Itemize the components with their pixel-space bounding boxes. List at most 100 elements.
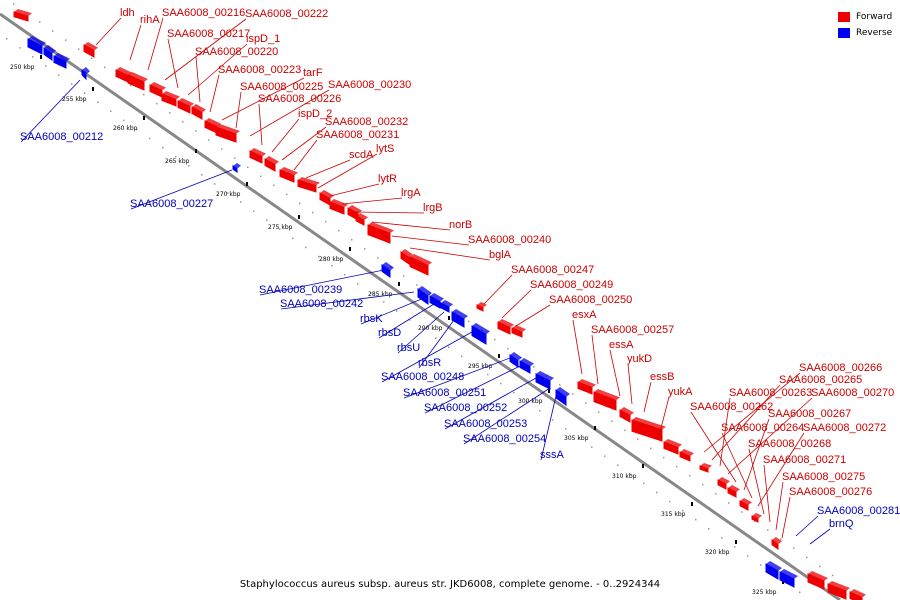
forward-gene[interactable]	[264, 158, 276, 172]
forward-gene-leader	[271, 118, 300, 153]
forward-gene-label[interactable]: esxA	[572, 309, 597, 321]
forward-gene[interactable]	[476, 304, 484, 312]
forward-gene-label[interactable]: SAA6008_00270	[811, 387, 894, 399]
reverse-gene[interactable]	[27, 38, 43, 55]
reverse-gene[interactable]	[429, 295, 441, 309]
reverse-gene-top	[54, 53, 70, 62]
forward-gene-label[interactable]: ispD_1	[246, 33, 280, 45]
forward-gene[interactable]	[663, 441, 679, 455]
leader-layer	[20, 17, 831, 545]
forward-gene-leader	[727, 397, 813, 475]
forward-gene[interactable]	[511, 327, 523, 338]
forward-gene-label[interactable]: SAA6008_00276	[789, 486, 872, 498]
forward-gene-label[interactable]: SAA6008_00267	[768, 408, 851, 420]
forward-gene-top	[752, 513, 762, 519]
reverse-gene-leader	[378, 303, 435, 339]
reverse-gene-label[interactable]: SAA6008_00252	[424, 402, 507, 414]
forward-gene[interactable]	[717, 479, 727, 490]
reverse-gene[interactable]	[53, 55, 67, 69]
forward-gene[interactable]	[409, 256, 429, 276]
forward-gene-label[interactable]: tarF	[303, 67, 323, 79]
forward-gene[interactable]	[699, 465, 709, 473]
forward-gene-label[interactable]: SAA6008_00225	[240, 81, 323, 93]
forward-gene-leader	[757, 432, 805, 507]
tick-mark	[594, 426, 596, 430]
forward-gene-label[interactable]: SAA6008_00263	[729, 387, 812, 399]
reverse-gene-label[interactable]: rbsR	[418, 357, 441, 369]
reverse-gene-label[interactable]: brnQ	[829, 518, 854, 530]
forward-gene-label[interactable]: SAA6008_00217	[167, 28, 250, 40]
reverse-gene-label[interactable]: SAA6008_00253	[444, 418, 527, 430]
reverse-gene[interactable]	[765, 563, 779, 580]
forward-gene-label[interactable]: SAA6008_00275	[782, 471, 865, 483]
forward-gene-label[interactable]: yukA	[668, 386, 693, 398]
forward-gene-leader	[609, 349, 621, 397]
forward-gene-label[interactable]: SAA6008_00262	[690, 401, 773, 413]
forward-gene-label[interactable]: SAA6008_00250	[549, 294, 632, 306]
forward-gene-label[interactable]: lrgB	[423, 202, 443, 214]
forward-gene-leader	[781, 496, 791, 539]
forward-gene-label[interactable]: yukD	[627, 353, 652, 365]
forward-gene-label[interactable]: lytR	[378, 173, 397, 185]
forward-gene-label[interactable]: SAA6008_00231	[316, 129, 399, 141]
forward-gene-label[interactable]: essA	[609, 339, 634, 351]
forward-gene-label[interactable]: SAA6008_00264	[721, 422, 804, 434]
forward-gene-label[interactable]: SAA6008_00271	[763, 454, 846, 466]
forward-gene[interactable]	[83, 44, 95, 58]
forward-gene-label[interactable]: essB	[650, 371, 674, 383]
reverse-gene-label[interactable]: SAA6008_00281	[817, 505, 900, 517]
reverse-gene-label[interactable]: rbsD	[378, 327, 401, 339]
tick-mark	[92, 87, 94, 91]
forward-gene-label[interactable]: bglA	[489, 249, 512, 261]
forward-gene-top	[128, 72, 148, 82]
forward-gene-top	[620, 407, 634, 416]
forward-gene-label[interactable]: SAA6008_00272	[803, 422, 886, 434]
reverse-gene[interactable]	[779, 571, 795, 588]
forward-gene-label[interactable]: scdA	[349, 149, 374, 161]
reverse-gene[interactable]	[43, 47, 53, 61]
forward-gene-label[interactable]: SAA6008_00230	[328, 79, 411, 91]
reverse-gene-label[interactable]: SAA6008_00239	[259, 284, 342, 296]
forward-gene-label[interactable]: SAA6008_00247	[511, 264, 594, 276]
reverse-gene-label[interactable]: SAA6008_00251	[403, 387, 486, 399]
reverse-gene-label[interactable]: rbsU	[397, 342, 420, 354]
reverse-gene[interactable]	[81, 68, 87, 81]
forward-gene[interactable]	[849, 591, 863, 600]
reverse-gene[interactable]	[440, 302, 450, 313]
forward-gene-label[interactable]: SAA6008_00216	[162, 7, 245, 19]
forward-gene[interactable]	[593, 391, 617, 411]
reverse-gene-label[interactable]: sssA	[540, 449, 565, 461]
forward-gene-label[interactable]: SAA6008_00232	[325, 116, 408, 128]
forward-gene-label[interactable]: ispD_2	[298, 108, 332, 120]
forward-gene-label[interactable]: SAA6008_00265	[779, 374, 862, 386]
forward-gene-label[interactable]: SAA6008_00226	[258, 93, 341, 105]
forward-gene-label[interactable]: ldh	[120, 7, 135, 19]
forward-gene-label[interactable]: SAA6008_00222	[245, 8, 328, 20]
forward-gene-label[interactable]: SAA6008_00240	[468, 234, 551, 246]
forward-gene-label[interactable]: SAA6008_00257	[591, 324, 674, 336]
forward-gene[interactable]	[577, 381, 593, 395]
reverse-gene-label[interactable]: rbsK	[360, 313, 383, 325]
forward-gene[interactable]	[679, 451, 691, 462]
forward-gene-label[interactable]: SAA6008_00266	[799, 362, 882, 374]
forward-gene[interactable]	[215, 126, 237, 143]
forward-gene-label[interactable]: SAA6008_00220	[195, 46, 278, 58]
forward-gene-top	[330, 199, 348, 208]
reverse-gene-label[interactable]: SAA6008_00227	[130, 198, 213, 210]
forward-gene-label[interactable]: norB	[449, 219, 472, 231]
forward-gene-label[interactable]: lrgA	[401, 187, 421, 199]
forward-gene-label[interactable]: SAA6008_00223	[218, 64, 301, 76]
forward-gene-label[interactable]: SAA6008_00249	[530, 279, 613, 291]
forward-gene[interactable]	[739, 500, 749, 511]
reverse-gene-label[interactable]: SAA6008_00254	[463, 433, 546, 445]
forward-gene[interactable]	[807, 573, 825, 590]
forward-gene[interactable]	[827, 583, 847, 600]
reverse-gene-label[interactable]: SAA6008_00242	[280, 298, 363, 310]
reverse-gene-label[interactable]: SAA6008_00248	[381, 371, 464, 383]
forward-gene-label[interactable]: rihA	[140, 14, 160, 26]
forward-gene-label[interactable]: SAA6008_00268	[748, 438, 831, 450]
forward-gene-label[interactable]: lytS	[376, 143, 394, 155]
forward-gene[interactable]	[727, 487, 737, 498]
reverse-gene-label[interactable]: SAA6008_00212	[20, 131, 103, 143]
